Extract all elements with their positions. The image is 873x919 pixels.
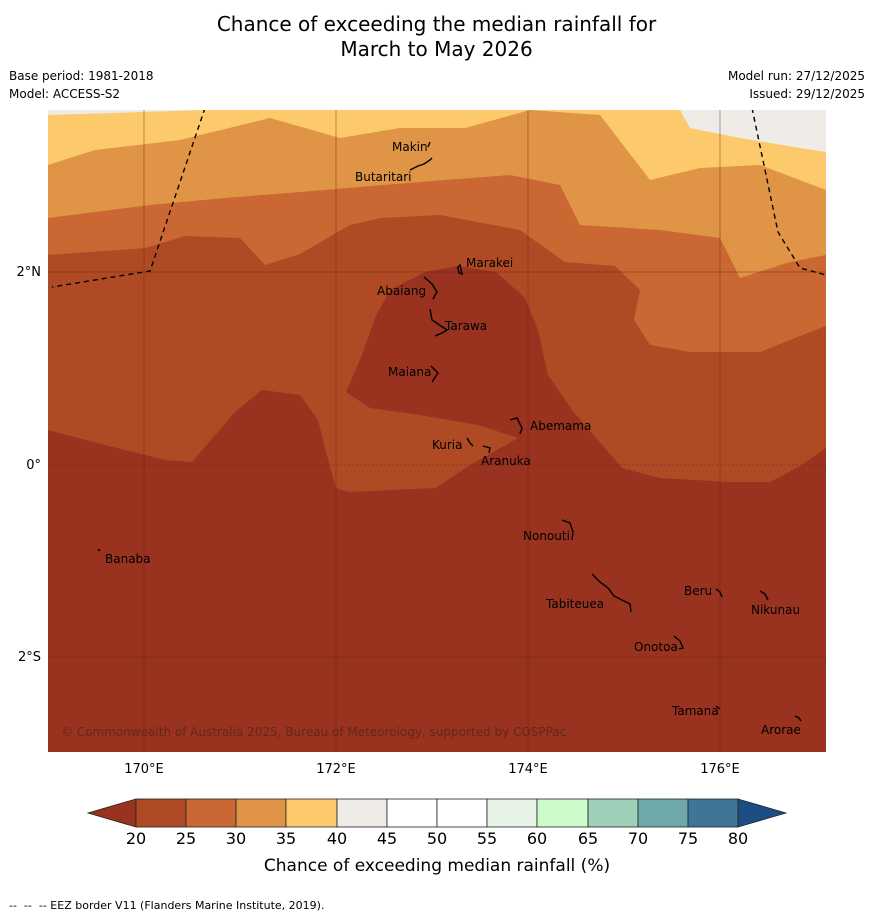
colorbar-bin-50-55	[436, 798, 488, 828]
colorbar-bin-20-25	[135, 798, 187, 828]
metadata-right: Model run: 27/12/2025 Issued: 29/12/2025	[728, 67, 865, 103]
colorbar-tick: 35	[276, 829, 296, 848]
map-panel: Makin Butaritari Marakei Abaiang Tarawa …	[48, 110, 826, 752]
colorbar-bin-65-70	[587, 798, 639, 828]
island-nonouti	[561, 519, 574, 541]
place-label-maiana: Maiana	[388, 365, 431, 379]
island-abemama	[509, 417, 523, 435]
island-onotoa	[673, 635, 684, 650]
colorbar-bin-55-60	[486, 798, 538, 828]
place-label-beru: Beru	[684, 584, 712, 598]
colorbar-label: Chance of exceeding median rainfall (%)	[264, 856, 610, 876]
x-tick-174: 174°E	[508, 762, 548, 777]
place-label-kuria: Kuria	[432, 438, 463, 452]
place-label-tabiteuea: Tabiteuea	[545, 597, 604, 611]
colorbar-tick: 50	[427, 829, 447, 848]
colorbar-bin-70-75	[637, 798, 689, 828]
colorbar-tick: 45	[377, 829, 397, 848]
colorbar-bin-30-35	[235, 798, 287, 828]
island-nikunau	[759, 590, 769, 601]
place-labels: Makin Butaritari Marakei Abaiang Tarawa …	[105, 140, 801, 737]
island-beru	[715, 588, 723, 598]
place-label-nonouti: Nonouti	[523, 529, 570, 543]
place-label-makin: Makin	[392, 140, 428, 154]
island-banaba	[97, 548, 101, 552]
place-label-abaiang: Abaiang	[377, 284, 426, 298]
colorbar-tick: 55	[477, 829, 497, 848]
island-butaritari	[409, 157, 433, 171]
colorbar-tick: 70	[628, 829, 648, 848]
y-tick-2n: 2°N	[17, 265, 42, 280]
colorbar-bin-35-40	[285, 798, 338, 828]
colorbar: 20 25 30 35 40 45 50 55 60 65 70 75 80 C…	[86, 798, 788, 876]
island-arorae	[794, 715, 802, 722]
colorbar-tick: 65	[578, 829, 598, 848]
place-label-arorae: Arorae	[761, 723, 801, 737]
band-below-20	[48, 266, 826, 752]
place-label-abemama: Abemama	[530, 419, 591, 433]
x-tick-176: 176°E	[700, 762, 740, 777]
island-makin	[427, 141, 431, 148]
colorbar-bin-75-80	[687, 798, 739, 828]
axis-labels: 170°E 172°E 174°E 176°E 2°N 0° 2°S	[17, 265, 740, 777]
y-tick-2s: 2°S	[18, 650, 41, 665]
place-label-butaritari: Butaritari	[355, 170, 412, 184]
island-tarawa	[429, 308, 449, 337]
colorbar-tick: 20	[126, 829, 146, 848]
island-tamana	[715, 705, 721, 710]
colorbar-tick: 60	[527, 829, 547, 848]
eez-border	[51, 110, 826, 288]
colorbar-bin-25-30	[185, 798, 237, 828]
place-label-tamana: Tamana	[671, 704, 719, 718]
island-tabiteuea	[591, 573, 632, 613]
y-tick-0: 0°	[26, 458, 41, 473]
metadata-left: Base period: 1981-2018 Model: ACCESS-S2	[9, 67, 154, 103]
colorbar-bin-45-50	[386, 798, 438, 828]
model-name: Model: ACCESS-S2	[9, 87, 121, 101]
island-marakei	[456, 263, 463, 276]
title-line-1: Chance of exceeding the median rainfall …	[216, 12, 657, 36]
island-aranuka	[482, 445, 491, 454]
title-line-2: March to May 2026	[340, 37, 533, 61]
colorbar-bin-60-65	[536, 798, 589, 828]
gridlines	[48, 110, 826, 752]
place-label-nikunau: Nikunau	[751, 603, 800, 617]
colorbar-tick: 80	[728, 829, 748, 848]
place-label-marakei: Marakei	[466, 256, 513, 270]
colorbar-under-arrow	[86, 798, 137, 828]
issued-date: Issued: 29/12/2025	[749, 87, 865, 101]
place-label-aranuka: Aranuka	[481, 454, 531, 468]
colorbar-bin-40-45	[336, 798, 388, 828]
colorbar-tick: 30	[226, 829, 246, 848]
place-label-tarawa: Tarawa	[444, 319, 487, 333]
island-outlines	[97, 141, 802, 722]
model-run: Model run: 27/12/2025	[727, 69, 865, 83]
colorbar-over-arrow	[737, 798, 788, 828]
base-period: Base period: 1981-2018	[9, 69, 154, 83]
x-tick-170: 170°E	[124, 762, 164, 777]
place-label-banaba: Banaba	[105, 552, 151, 566]
x-tick-172: 172°E	[316, 762, 356, 777]
colorbar-tick: 40	[327, 829, 347, 848]
colorbar-tick: 25	[176, 829, 196, 848]
eez-source-note: -- -- -- EEZ border V11 (Flanders Marine…	[9, 899, 325, 912]
map-title: Chance of exceeding the median rainfall …	[0, 12, 873, 62]
island-kuria	[466, 437, 474, 447]
colorbar-ticks: 20 25 30 35 40 45 50 55 60 65 70 75 80	[126, 829, 748, 848]
island-abaiang	[423, 276, 438, 300]
colorbar-tick: 75	[678, 829, 698, 848]
island-maiana	[430, 365, 439, 383]
copyright-notice: © Commonwealth of Australia 2025, Bureau…	[61, 725, 566, 739]
place-label-onotoa: Onotoa	[634, 640, 678, 654]
